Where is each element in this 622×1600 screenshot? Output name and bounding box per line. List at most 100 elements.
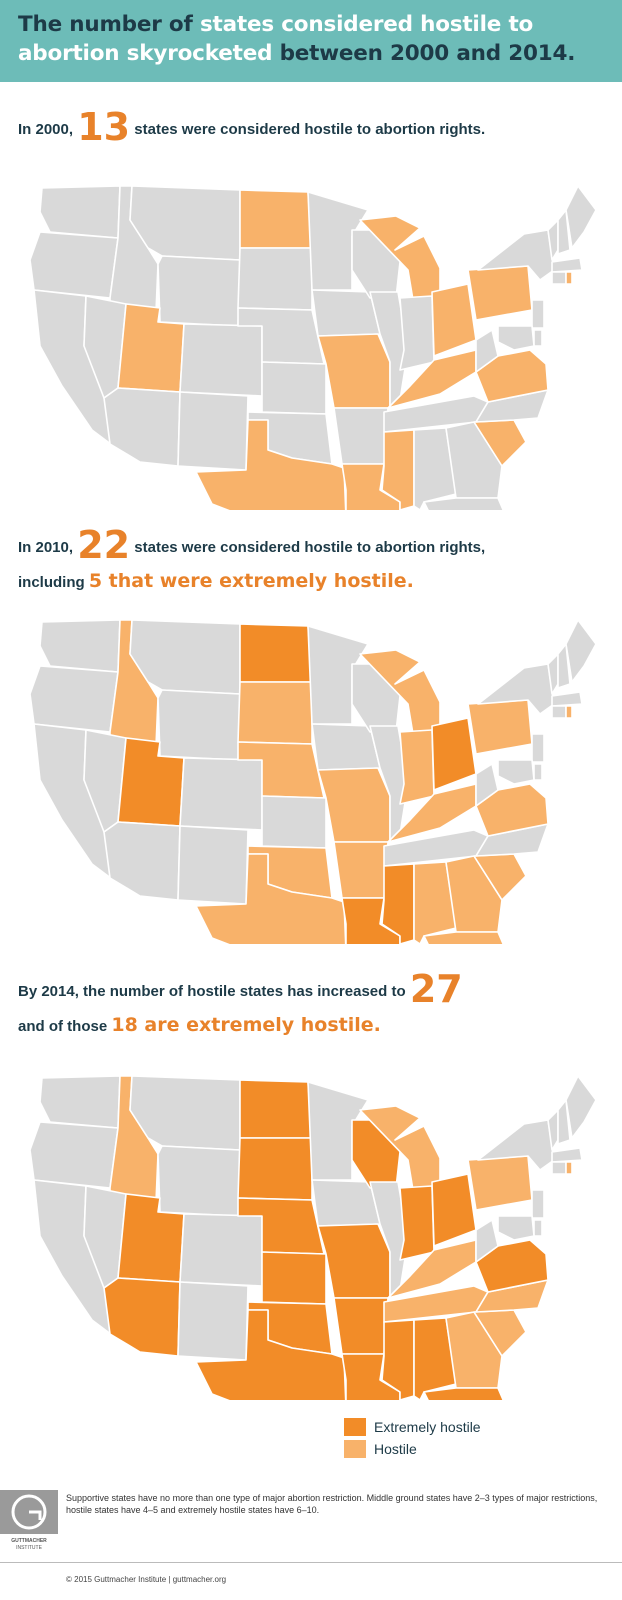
- state-in-2000: [399, 295, 435, 371]
- state-or-2000: [29, 231, 119, 299]
- state-or-2014: [29, 1121, 119, 1189]
- svg-text:INSTITUTE: INSTITUTE: [16, 1545, 42, 1551]
- state-mi-2014: [359, 1105, 441, 1197]
- state-fl-2014: [423, 1387, 505, 1400]
- state-wy-2014: [157, 1145, 241, 1217]
- state-wv-2000: [475, 329, 499, 373]
- state-in-2010: [399, 729, 435, 805]
- state-mo-2014: [317, 1223, 391, 1299]
- state-ar-2000: [333, 407, 389, 465]
- state-sd-2010: [237, 681, 313, 745]
- title-part-1: The number of: [18, 12, 193, 37]
- state-wv-2010: [475, 763, 499, 807]
- state-ma-2010: [551, 691, 583, 707]
- state-co-2014: [179, 1213, 263, 1287]
- copyright: © 2015 Guttmacher Institute | guttmacher…: [66, 1575, 227, 1584]
- state-wa-2014: [39, 1075, 121, 1129]
- state-ri-2014: [565, 1161, 573, 1175]
- section-2010-text: In 2010, 22 states were considered hosti…: [18, 522, 608, 593]
- state-ri-2000: [565, 271, 573, 285]
- state-nm-2000: [177, 391, 249, 471]
- map-2000: [29, 185, 597, 510]
- section-2014-text: By 2014, the number of hostile states ha…: [18, 966, 608, 1037]
- state-ks-2010: [261, 795, 327, 849]
- legend-item-hostile: Hostile: [344, 1438, 481, 1460]
- state-az-2014: [103, 1277, 181, 1357]
- state-ks-2000: [261, 361, 327, 415]
- state-ma-2000: [551, 257, 583, 273]
- section-2010-line2-prefix: including: [18, 573, 85, 591]
- guttmacher-logo: GUTTMACHER INSTITUTE: [0, 1490, 58, 1551]
- section-2014-line2-highlight: 18 are extremely hostile.: [111, 1013, 381, 1036]
- state-nc-2014: [475, 1279, 549, 1313]
- state-tx-2010: [195, 853, 347, 944]
- legend: Extremely hostile Hostile: [344, 1416, 481, 1460]
- state-nc-2000: [475, 389, 549, 423]
- legend-swatch-extremely-hostile: [344, 1418, 366, 1436]
- state-pa-2014: [467, 1155, 533, 1211]
- state-nd-2000: [239, 189, 313, 249]
- section-2010-suffix: states were considered hostile to aborti…: [134, 539, 486, 556]
- section-2014-line2-prefix: and of those: [18, 1017, 108, 1035]
- state-pa-2000: [467, 265, 533, 321]
- state-de-2014: [533, 1219, 543, 1237]
- legend-item-extremely-hostile: Extremely hostile: [344, 1416, 481, 1438]
- state-nc-2010: [475, 823, 549, 857]
- svg-text:GUTTMACHER: GUTTMACHER: [11, 1538, 47, 1544]
- state-or-2010: [29, 665, 119, 733]
- state-nd-2010: [239, 623, 313, 683]
- section-2014-prefix: By 2014, the number of hostile states ha…: [18, 983, 406, 1000]
- state-ct-2014: [551, 1161, 567, 1175]
- state-wa-2010: [39, 619, 121, 673]
- state-md-2014: [497, 1215, 535, 1241]
- state-nm-2010: [177, 825, 249, 905]
- state-ri-2010: [565, 705, 573, 719]
- state-ga-2000: [445, 421, 503, 499]
- state-oh-2000: [431, 283, 477, 357]
- state-ar-2014: [333, 1297, 389, 1355]
- legend-label-hostile: Hostile: [374, 1441, 417, 1457]
- state-wa-2000: [39, 185, 121, 239]
- state-mi-2000: [359, 215, 441, 307]
- header-banner: The number of states considered hostile …: [0, 0, 622, 82]
- state-ct-2000: [551, 271, 567, 285]
- title-part-2: states considered hostile to abortion sk…: [18, 12, 534, 66]
- page-title: The number of states considered hostile …: [18, 10, 608, 68]
- state-ct-2010: [551, 705, 567, 719]
- state-oh-2010: [431, 717, 477, 791]
- state-co-2000: [179, 323, 263, 397]
- state-ma-2014: [551, 1147, 583, 1163]
- state-sd-2014: [237, 1137, 313, 1201]
- section-2014-number: 27: [409, 967, 463, 1011]
- map-2010: [29, 619, 597, 944]
- legend-swatch-hostile: [344, 1440, 366, 1458]
- divider: [0, 1562, 622, 1563]
- section-2010-prefix: In 2010,: [18, 539, 74, 556]
- section-2000-prefix: In 2000,: [18, 121, 74, 138]
- legend-label-extremely-hostile: Extremely hostile: [374, 1419, 481, 1435]
- state-wv-2014: [475, 1219, 499, 1263]
- state-fl-2000: [423, 497, 505, 510]
- state-ga-2010: [445, 855, 503, 933]
- state-pa-2010: [467, 699, 533, 755]
- state-mi-2010: [359, 649, 441, 741]
- section-2000-text: In 2000, 13 states were considered hosti…: [18, 104, 608, 152]
- state-sd-2000: [237, 247, 313, 311]
- title-part-3: between 2000 and 2014.: [279, 41, 576, 66]
- state-nj-2000: [531, 299, 545, 329]
- state-nd-2014: [239, 1079, 313, 1139]
- state-de-2000: [533, 329, 543, 347]
- state-oh-2014: [431, 1173, 477, 1247]
- state-ar-2010: [333, 841, 389, 899]
- section-2010-number: 22: [77, 523, 131, 567]
- state-me-2014: [565, 1075, 597, 1139]
- state-nj-2014: [531, 1189, 545, 1219]
- state-mo-2010: [317, 767, 391, 843]
- state-wy-2010: [157, 689, 241, 761]
- state-md-2000: [497, 325, 535, 351]
- section-2000-suffix: states were considered hostile to aborti…: [134, 121, 486, 138]
- state-nm-2014: [177, 1281, 249, 1361]
- state-me-2010: [565, 619, 597, 683]
- state-mo-2000: [317, 333, 391, 409]
- state-in-2014: [399, 1185, 435, 1261]
